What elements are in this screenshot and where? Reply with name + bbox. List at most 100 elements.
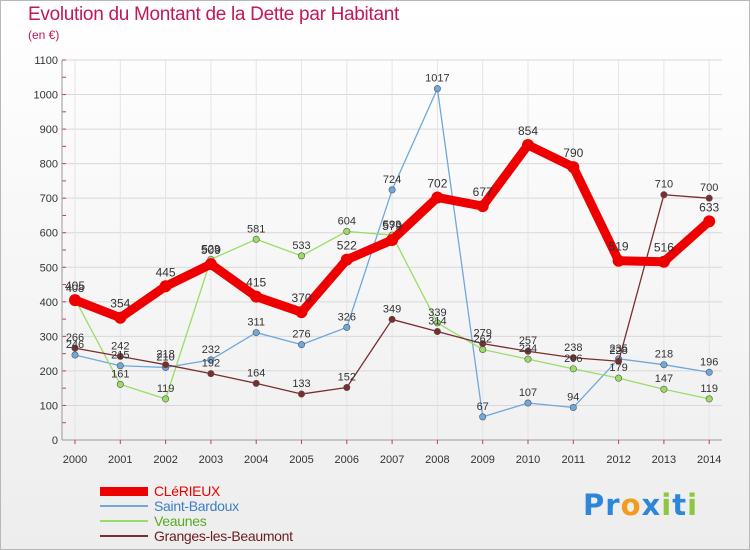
logo-letter: t — [672, 488, 688, 522]
data-point-granges-les-beaumont — [569, 354, 577, 362]
data-point-granges-les-beaumont — [297, 390, 305, 398]
x-tick-label: 2009 — [470, 454, 494, 466]
data-point-cl-rieux — [522, 138, 534, 151]
data-point-granges-les-beaumont — [433, 328, 441, 336]
data-label-cl-rieux: 445 — [156, 265, 176, 279]
data-point-cl-rieux — [612, 254, 625, 267]
data-label-granges-les-beaumont: 164 — [247, 367, 265, 379]
data-label-granges-les-beaumont: 266 — [66, 332, 84, 344]
data-label-veaunes: 179 — [609, 362, 627, 374]
y-tick-label: 200 — [40, 366, 58, 378]
x-tick-label: 2008 — [425, 454, 449, 466]
data-label-saint-bardoux: 1017 — [425, 73, 449, 85]
data-point-saint-bardoux — [116, 362, 124, 370]
data-label-granges-les-beaumont: 218 — [156, 349, 174, 361]
data-point-veaunes — [252, 235, 260, 243]
logo-letter: o — [620, 488, 642, 522]
data-label-cl-rieux: 516 — [654, 241, 674, 255]
data-label-saint-bardoux: 196 — [700, 356, 718, 368]
data-point-saint-bardoux — [297, 341, 305, 349]
data-label-cl-rieux: 677 — [473, 185, 493, 199]
x-tick-label: 2012 — [606, 454, 630, 466]
logo-letter: r — [605, 488, 621, 522]
data-point-granges-les-beaumont — [479, 340, 487, 348]
legend-swatch-clerieux — [100, 487, 148, 496]
data-point-cl-rieux — [340, 253, 353, 266]
x-tick-label: 2006 — [335, 454, 359, 466]
data-point-saint-bardoux — [207, 356, 215, 364]
data-label-veaunes: 119 — [157, 383, 175, 395]
data-point-saint-bardoux — [524, 399, 532, 407]
logo-letter: x — [641, 488, 662, 522]
data-point-veaunes — [297, 252, 305, 260]
x-tick-label: 2007 — [380, 454, 404, 466]
x-tick-label: 2000 — [63, 454, 87, 466]
data-point-granges-les-beaumont — [252, 379, 260, 387]
data-label-cl-rieux: 633 — [699, 200, 719, 214]
y-tick-label: 400 — [40, 297, 58, 309]
data-point-saint-bardoux — [71, 351, 79, 359]
data-label-veaunes: 206 — [564, 353, 582, 365]
legend-label-clerieux: CLéRIEUX — [154, 483, 221, 499]
data-point-granges-les-beaumont — [71, 344, 79, 352]
y-tick-label: 500 — [40, 262, 58, 274]
data-label-cl-rieux: 522 — [337, 239, 357, 253]
data-label-granges-les-beaumont: 192 — [202, 358, 220, 370]
x-tick-label: 2002 — [153, 454, 177, 466]
data-label-veaunes: 593 — [383, 219, 401, 231]
data-point-granges-les-beaumont — [116, 352, 124, 360]
data-point-granges-les-beaumont — [388, 315, 396, 323]
data-label-cl-rieux: 579 — [382, 219, 402, 233]
data-point-saint-bardoux — [252, 329, 260, 337]
data-point-saint-bardoux — [660, 361, 668, 369]
data-label-veaunes: 262 — [474, 333, 492, 345]
y-tick-label: 0 — [52, 435, 58, 447]
proxiti-logo: Proxiti — [583, 488, 698, 522]
data-label-saint-bardoux: 94 — [567, 392, 579, 404]
legend-swatch-granges — [100, 535, 148, 537]
data-label-saint-bardoux: 326 — [338, 311, 356, 323]
data-label-veaunes: 161 — [111, 368, 129, 380]
data-point-granges-les-beaumont — [524, 347, 532, 355]
data-label-saint-bardoux: 107 — [519, 387, 537, 399]
data-label-veaunes: 234 — [519, 343, 537, 355]
chart-title: Evolution du Montant de la Dette par Hab… — [28, 4, 399, 25]
legend-swatch-saint-bardoux — [100, 505, 148, 507]
data-label-veaunes: 533 — [292, 240, 310, 252]
data-label-cl-rieux: 370 — [291, 291, 311, 305]
data-point-cl-rieux — [703, 215, 716, 228]
data-label-saint-bardoux: 246 — [66, 339, 84, 351]
data-label-saint-bardoux: 67 — [477, 401, 489, 413]
data-label-granges-les-beaumont: 228 — [609, 345, 627, 357]
y-tick-label: 100 — [40, 400, 58, 412]
x-tick-label: 2004 — [244, 454, 268, 466]
data-point-saint-bardoux — [433, 85, 441, 93]
data-point-veaunes — [524, 355, 532, 363]
y-tick-label: 600 — [40, 228, 58, 240]
x-tick-label: 2003 — [199, 454, 223, 466]
data-point-cl-rieux — [567, 161, 580, 174]
data-point-saint-bardoux — [479, 413, 487, 421]
legend-label-granges: Granges-les-Beaumont — [154, 528, 293, 544]
data-label-granges-les-beaumont: 314 — [428, 316, 446, 328]
data-point-veaunes — [343, 227, 351, 235]
data-point-cl-rieux — [69, 294, 81, 307]
data-label-saint-bardoux: 235 — [609, 343, 627, 355]
data-label-granges-les-beaumont: 700 — [700, 182, 718, 194]
data-label-granges-les-beaumont: 152 — [338, 371, 356, 383]
x-tick-label: 2011 — [561, 454, 585, 466]
data-point-veaunes — [569, 365, 577, 373]
x-tick-label: 2014 — [697, 454, 721, 466]
data-point-saint-bardoux — [343, 323, 351, 331]
data-point-cl-rieux — [114, 311, 127, 324]
data-point-cl-rieux — [386, 233, 399, 246]
data-point-cl-rieux — [295, 306, 308, 319]
data-label-cl-rieux: 354 — [110, 297, 130, 311]
data-label-saint-bardoux: 724 — [383, 174, 401, 186]
x-tick-label: 2005 — [289, 454, 313, 466]
data-label-veaunes: 408 — [66, 283, 84, 295]
data-point-cl-rieux — [657, 255, 670, 268]
data-point-veaunes — [705, 395, 713, 403]
